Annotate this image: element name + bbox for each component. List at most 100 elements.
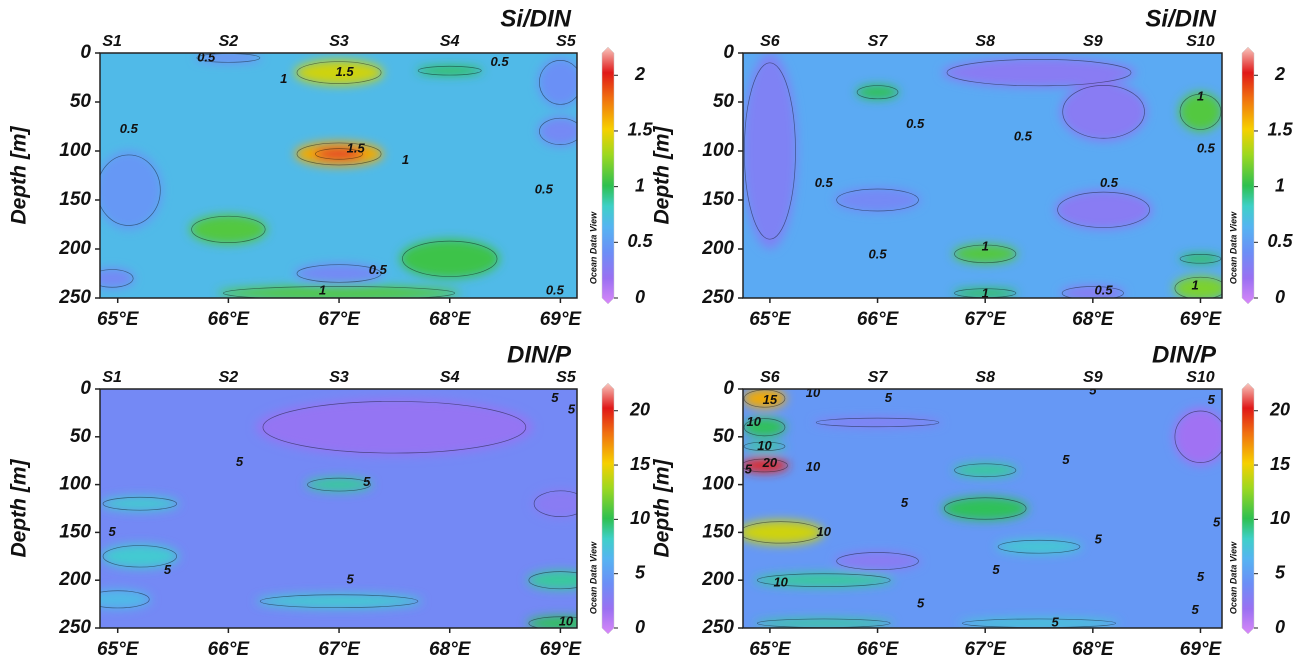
feature bbox=[527, 570, 577, 590]
y-tick-label: 150 bbox=[702, 189, 734, 210]
contour-line bbox=[223, 286, 456, 298]
contour-line bbox=[1061, 286, 1124, 298]
contour-label: 0.5 bbox=[369, 262, 388, 277]
colorbar-tick-label: 10 bbox=[1270, 508, 1290, 528]
station-label: S1 bbox=[102, 33, 122, 50]
panel: 1 0.5 0.5 0.5 0.5 1 0.5 0.5 1 0.5 1 65°E 66°E 67°E 68°… bbox=[651, 5, 1294, 330]
field-background bbox=[100, 53, 577, 298]
feature bbox=[753, 573, 894, 588]
contour-label: 0.5 bbox=[1095, 283, 1114, 298]
contour-label: 0.5 bbox=[1014, 129, 1033, 144]
contour-label: 0.5 bbox=[815, 175, 834, 190]
colorbar bbox=[1241, 382, 1255, 635]
y-axis-label: Depth [m] bbox=[651, 459, 674, 558]
colorbar-label: Ocean Data View bbox=[1228, 541, 1238, 614]
feature bbox=[958, 618, 1120, 628]
feature bbox=[995, 539, 1083, 554]
y-tick-label: 150 bbox=[702, 521, 734, 542]
contour-label: 5 bbox=[568, 401, 576, 416]
feature bbox=[532, 489, 577, 519]
feature bbox=[416, 65, 483, 76]
feature bbox=[743, 441, 787, 452]
contour-line bbox=[856, 85, 899, 100]
y-tick-label: 0 bbox=[80, 378, 91, 399]
contour-label: 5 bbox=[917, 596, 925, 611]
contour-line bbox=[533, 490, 577, 517]
station-label: S5 bbox=[556, 33, 577, 50]
x-tick-label: 68°E bbox=[1072, 639, 1115, 660]
colorbar bbox=[1241, 46, 1255, 305]
colorbar-tick-label: 5 bbox=[635, 562, 646, 582]
feature bbox=[1055, 190, 1153, 230]
plot-frame bbox=[742, 388, 1223, 629]
contour-line bbox=[743, 418, 786, 437]
y-tick-label: 150 bbox=[59, 521, 91, 542]
contour-label: 5 bbox=[236, 454, 244, 469]
contour-line bbox=[743, 458, 788, 473]
station-label: S9 bbox=[1083, 369, 1103, 386]
x-tick-label: 65°E bbox=[749, 309, 792, 330]
contour-line bbox=[997, 539, 1081, 554]
y-tick-label: 200 bbox=[58, 238, 91, 259]
contour-line bbox=[259, 594, 419, 609]
feature bbox=[834, 551, 921, 571]
contour-label: 0.5 bbox=[1100, 175, 1119, 190]
contour-line bbox=[1174, 276, 1222, 298]
contour-label: 5 bbox=[1208, 392, 1216, 407]
feature bbox=[399, 239, 500, 279]
feature bbox=[101, 496, 179, 511]
colorbar-tick-label: 0 bbox=[635, 617, 645, 637]
field-features bbox=[743, 389, 1222, 628]
colorbar-tick-label: 10 bbox=[630, 508, 650, 528]
colorbar-tick-label: 0 bbox=[635, 287, 645, 307]
station-label: S7 bbox=[868, 33, 889, 50]
contour-label: 15 bbox=[763, 392, 778, 407]
feature bbox=[294, 60, 384, 85]
contour-line bbox=[743, 389, 786, 408]
contour-line bbox=[836, 552, 919, 571]
y-tick-label: 100 bbox=[702, 474, 734, 495]
feature bbox=[743, 458, 789, 473]
contour-label: 10 bbox=[747, 414, 762, 429]
feature bbox=[256, 398, 533, 456]
contour-line bbox=[1179, 254, 1222, 264]
x-tick-label: 69°E bbox=[1180, 309, 1223, 330]
feature bbox=[100, 589, 151, 609]
contour-label: 5 bbox=[347, 572, 355, 587]
y-tick-label: 100 bbox=[702, 140, 734, 161]
x-tick-label: 67°E bbox=[318, 309, 361, 330]
feature bbox=[1178, 92, 1222, 132]
x-tick-label: 67°E bbox=[964, 639, 1007, 660]
feature bbox=[100, 268, 135, 289]
y-tick-label: 100 bbox=[59, 140, 91, 161]
station-label: S6 bbox=[760, 33, 780, 50]
contour-label: 1 bbox=[1197, 89, 1204, 104]
contour-line bbox=[1057, 191, 1150, 228]
contour-label: 1 bbox=[319, 283, 326, 298]
contour-line bbox=[743, 521, 822, 544]
colorbar-tick-label: 15 bbox=[630, 454, 651, 474]
contour-line bbox=[262, 401, 527, 454]
contour-label: 5 bbox=[992, 562, 1000, 577]
contour-line bbox=[943, 497, 1027, 520]
panel: 0.5 0.5 1.5 1 0.5 1.5 1 0.5 1 0.5 0.5 65°E 66°E 67°E 6… bbox=[8, 5, 654, 330]
station-label: S6 bbox=[760, 369, 780, 386]
contour-line bbox=[1174, 410, 1222, 463]
feature bbox=[189, 214, 268, 245]
x-tick-label: 65°E bbox=[749, 639, 792, 660]
contour-line bbox=[100, 269, 134, 288]
station-label: S1 bbox=[102, 369, 122, 386]
x-tick-label: 68°E bbox=[429, 639, 472, 660]
contour-label: 0.5 bbox=[869, 246, 888, 261]
feature bbox=[952, 244, 1018, 264]
panel-title: Si/DIN bbox=[1145, 5, 1216, 32]
field: 0.5 0.5 1.5 1 0.5 1.5 1 0.5 1 0.5 0.5 bbox=[100, 49, 577, 298]
colorbar-tick-label: 0.5 bbox=[627, 231, 653, 251]
station-label: S9 bbox=[1083, 33, 1103, 50]
feature bbox=[538, 57, 577, 107]
contour-line bbox=[100, 590, 150, 609]
contour-line bbox=[296, 264, 382, 283]
contour-label: 0.5 bbox=[197, 49, 216, 64]
contour-label: 10 bbox=[757, 438, 772, 453]
